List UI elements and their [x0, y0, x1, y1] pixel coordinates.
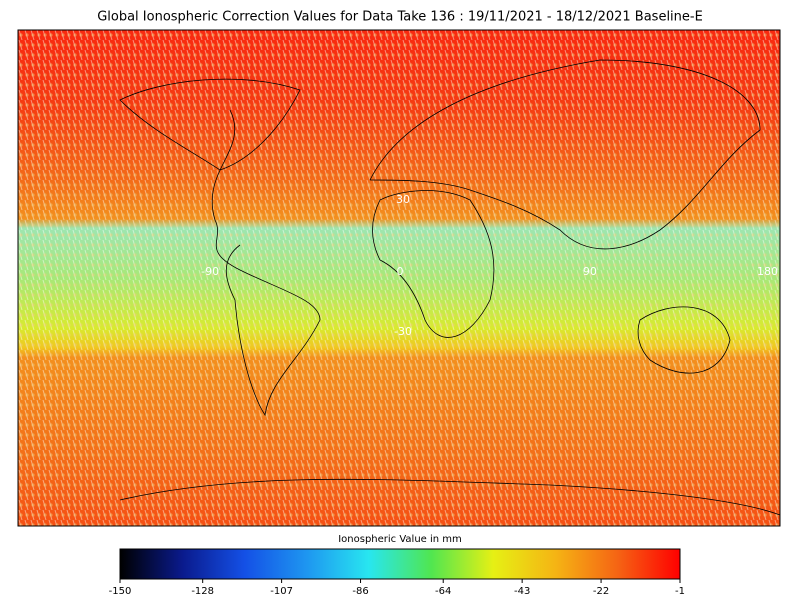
- map-frame: [17, 29, 781, 527]
- map: -90 0 90 180 30 -30: [17, 29, 781, 527]
- longitude-label: 90: [583, 265, 597, 278]
- colorbar-tick-label: -107: [270, 586, 293, 597]
- longitude-label: 180: [757, 265, 778, 278]
- colorbar-tick-label: -1: [675, 586, 685, 597]
- colorbar-tick-label: -86: [352, 586, 368, 597]
- colorbar-label: Ionospheric Value in mm: [338, 534, 462, 545]
- colorbar-tick-label: -150: [109, 586, 132, 597]
- colorbar: [119, 548, 681, 580]
- longitude-label: -90: [201, 265, 219, 278]
- track-texture: [18, 30, 780, 526]
- coastlines: [119, 59, 781, 516]
- title: Global Ionospheric Correction Values for…: [97, 10, 703, 25]
- colorbar-tick-label: -64: [435, 586, 451, 597]
- longitude-label: 0: [397, 265, 404, 278]
- colorbar-tick-label: -128: [191, 586, 214, 597]
- colorbar-tick-label: -43: [514, 586, 530, 597]
- latitude-label: 30: [396, 193, 410, 206]
- latitude-label: -30: [394, 325, 412, 338]
- colorbar-tick-label: -22: [593, 586, 609, 597]
